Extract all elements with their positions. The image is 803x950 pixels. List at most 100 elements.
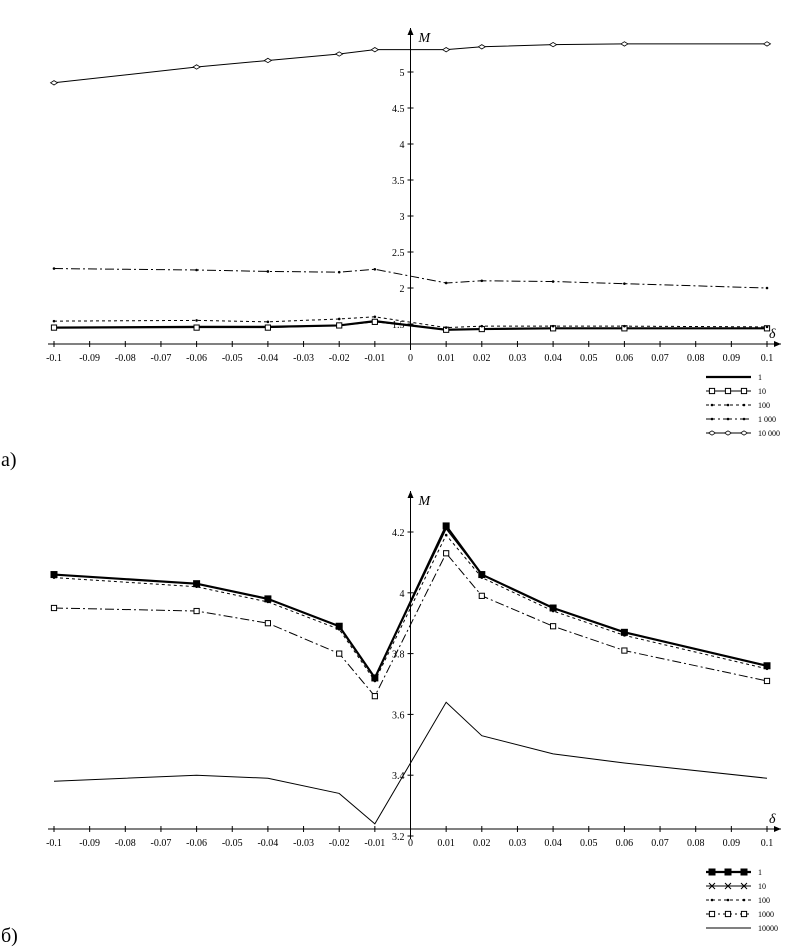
chart1-data-point [623,634,626,637]
chart1-legend-label: 10 [758,882,766,891]
chart1-data-point [266,600,270,604]
chart0-y-tick-label: 3.5 [392,176,405,187]
chart1-x-axis-label: δ [769,812,776,827]
chart0-series-1 [50,318,771,333]
chart0-legend-marker [726,417,730,421]
chart0-x-tick-label: -0.07 [151,353,172,364]
chart0-legend-label: 100 [758,401,770,410]
chart1-data-point [551,609,555,613]
chart1-data-point [371,693,378,700]
chart1-legend-label: 10000 [758,924,778,933]
chart0-data-point [373,315,377,319]
chart1-y-tick-label: 4.2 [392,528,405,539]
chart0-data-point [762,41,772,47]
chart1-data-point [765,667,769,671]
chart1-data-point [444,533,448,537]
chart0-series-3 [52,267,769,290]
chart0-x-tick-label: 0.02 [473,353,491,364]
chart1-legend-item: 10000 [706,924,778,933]
chart1-y-tick-label: 3.4 [392,771,405,782]
chart1-x-tick-label: -0.08 [115,838,136,849]
chart1-data-point [621,628,628,636]
chart1-legend-marker [724,868,732,876]
chart1-data-point [621,647,628,654]
chart1-data-point [52,576,56,579]
chart1-series-line [53,701,768,825]
chart0-data-point [52,319,56,323]
chart1-y-tick-label: 3.2 [392,832,405,843]
chart0-data-point [548,41,558,48]
chart1-series-2 [52,533,769,683]
chart1-series-line [53,552,768,698]
panel-label-a: а) [1,449,17,471]
chart1-legend-marker [708,910,716,918]
chart1-y-tick-label: 3.6 [392,710,405,721]
chart1-y-tick-label: 4 [400,589,405,600]
chart1-legend-marker [740,910,748,918]
chart-b: -0.1 -0.09 -0.08 -0.07 -0.06 -0.05 -0.04 -0.03 -… [46,491,781,933]
chart0-y-tick-label: 2 [400,284,405,295]
chart1-x-tick-label: -0.1 [46,838,62,849]
panel-label-b: б) [1,925,18,947]
chart0-legend-marker [707,430,717,436]
chart0-data-point [49,80,59,86]
chart1-x-tick-label: -0.06 [186,838,207,849]
chart0-series-line [53,43,767,84]
chart1-legend-label: 100 [758,896,770,905]
chart0-y-axis-arrow [407,28,414,35]
chart1-x-tick-label: 0 [408,838,413,849]
chart0-data-point [551,280,555,283]
chart1-series-line [53,528,768,679]
chart0-data-point [337,270,341,274]
chart0-data-point [620,41,629,47]
chart1-series-3 [50,550,771,700]
chart0-data-point [266,270,270,273]
chart1-data-point [550,623,557,630]
chart1-x-tick-label: 0.09 [723,838,741,849]
chart0-legend: 1 10 100 1 000 10 000 [706,373,780,438]
chart1-x-tick-label: 0.01 [437,838,455,849]
chart0-x-tick-label: 0.03 [509,353,527,364]
chart0-x-tick-label: -0.05 [222,353,243,364]
chart1-x-tick-label: -0.05 [222,838,243,849]
chart1-data-point [763,662,771,670]
chart0-legend-label: 10 [758,387,766,396]
chart0-data-point [192,64,201,70]
chart0-data-point [195,268,198,272]
chart1-legend-marker [710,898,714,902]
chart0-series-line [53,268,768,289]
chart0-data-point [441,47,451,53]
chart0-legend-item: 10 [706,387,766,396]
chart0-data-point [266,320,270,324]
chart1-series-4 [53,701,768,825]
chart0-x-tick-label: 0 [408,353,413,364]
chart0-data-point [623,282,626,285]
chart1-y-tick-label: 3.8 [392,650,405,661]
chart1-data-point [50,604,58,612]
chart1-x-tick-label: -0.04 [257,838,278,849]
chart0-y-axis-label: M [418,31,432,46]
chart0-series-line [54,321,767,331]
chart0-x-tick-label: 0.1 [761,353,774,364]
chart0-y-tick-label: 1.5 [392,320,405,331]
chart1-data-point [193,607,200,615]
chart0-data-point [263,57,273,64]
chart0-data-point [336,322,343,329]
chart1-x-tick-label: 0.07 [651,838,669,849]
chart0-data-point [264,324,271,331]
chart0-legend-marker [708,387,716,395]
chart0-x-tick-label: 0.04 [544,353,562,364]
chart0-legend-marker [740,387,748,395]
chart1-legend-marker [740,882,748,890]
chart1-data-point [763,677,771,685]
chart1-legend-item: 1000 [706,910,774,919]
chart1-x-tick-label: -0.07 [151,838,172,849]
chart1-data-point [442,522,450,530]
chart1-x-tick-label: -0.09 [79,838,100,849]
chart0-legend-item: 10 000 [706,429,780,438]
chart0-y-tick-label: 4 [400,140,405,151]
chart0-legend-label: 10 000 [758,429,780,438]
chart0-y-tick-label: 4.5 [392,104,405,115]
chart1-legend-item: 10 [706,882,766,891]
